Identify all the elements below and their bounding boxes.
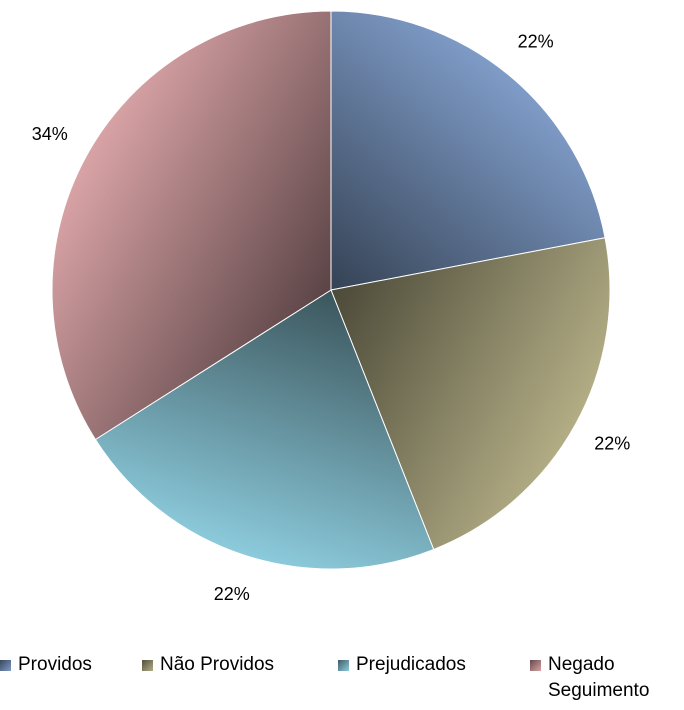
data-label: 22%	[594, 433, 630, 453]
legend-item: Providos	[0, 652, 92, 678]
pie-slice	[94, 289, 435, 570]
pie-slice	[51, 10, 332, 441]
data-label: 34%	[32, 124, 68, 144]
legend-item: Negado Seguimento	[530, 652, 649, 704]
legend-swatch	[0, 660, 11, 671]
legend-swatch	[338, 660, 349, 671]
legend-label: Providos	[18, 654, 92, 675]
legend-swatch	[142, 660, 153, 671]
legend-swatch	[530, 660, 541, 671]
pie-slice	[330, 237, 611, 551]
legend-label: Não Providos	[160, 654, 275, 675]
pie-slice	[330, 10, 606, 291]
legend-label: Prejudicados	[356, 654, 466, 675]
legend-label: Negado Seguimento	[548, 654, 650, 701]
data-label: 22%	[518, 31, 554, 51]
data-label: 22%	[214, 584, 250, 604]
chart: 22% 22% 22% 34%	[32, 10, 630, 604]
legend-item: Não Providos	[142, 652, 274, 678]
legend-item: Prejudicados	[338, 652, 466, 678]
